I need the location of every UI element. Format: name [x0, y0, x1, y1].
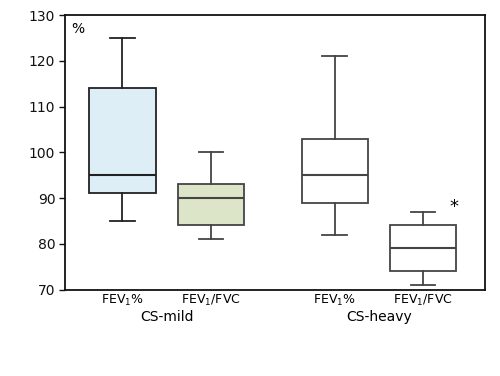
Text: CS-heavy: CS-heavy [346, 310, 412, 324]
Bar [302, 138, 368, 203]
Text: *: * [450, 198, 458, 216]
Text: %: % [71, 22, 85, 36]
Text: FEV$_1$/FVC: FEV$_1$/FVC [393, 293, 453, 308]
Text: CS-mild: CS-mild [140, 310, 194, 324]
Bar [390, 226, 456, 271]
Text: FEV$_1$%: FEV$_1$% [313, 293, 356, 308]
Bar [90, 88, 156, 193]
Bar [178, 184, 244, 226]
Text: FEV$_1$/FVC: FEV$_1$/FVC [181, 293, 241, 308]
Text: FEV$_1$%: FEV$_1$% [101, 293, 144, 308]
